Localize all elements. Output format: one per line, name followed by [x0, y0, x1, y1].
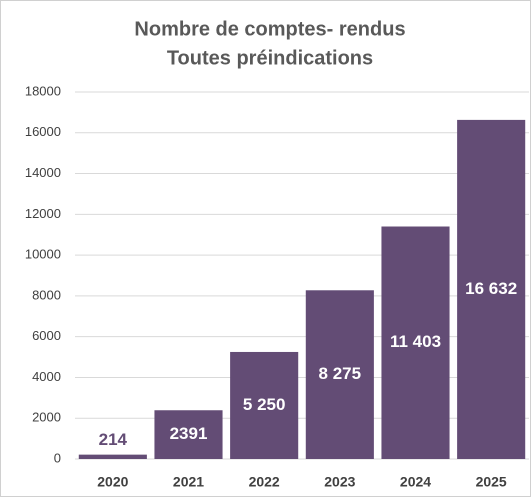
- bar: [154, 410, 223, 459]
- y-tick-label: 4000: [32, 369, 61, 384]
- chart-subtitle: Toutes préindications: [167, 47, 373, 69]
- x-tick-label: 2025: [476, 474, 507, 490]
- y-tick-label: 18000: [25, 83, 61, 98]
- chart-title: Nombre de comptes- rendus: [134, 18, 405, 40]
- data-label: 11 403: [390, 332, 441, 351]
- bar: [381, 226, 450, 459]
- x-tick-label: 2024: [400, 474, 431, 490]
- data-label: 8 275: [319, 364, 362, 383]
- bar: [457, 119, 526, 459]
- y-tick-label: 12000: [25, 206, 61, 221]
- y-tick-label: 0: [54, 450, 61, 465]
- x-tick-label: 2022: [249, 474, 280, 490]
- data-label: 16 632: [465, 279, 517, 298]
- x-tick-label: 2023: [324, 474, 355, 490]
- y-tick-label: 6000: [32, 328, 61, 343]
- bar: [230, 351, 299, 459]
- bar: [78, 454, 147, 459]
- y-tick-label: 2000: [32, 410, 61, 425]
- data-label: 5 250: [243, 395, 286, 414]
- bar: [305, 290, 374, 459]
- data-label: 214: [99, 430, 128, 449]
- x-tick-label: 2021: [173, 474, 204, 490]
- y-tick-label: 14000: [25, 165, 61, 180]
- y-tick-label: 10000: [25, 247, 61, 262]
- y-tick-label: 16000: [25, 124, 61, 139]
- data-label: 2391: [170, 424, 208, 443]
- y-tick-label: 8000: [32, 287, 61, 302]
- x-tick-label: 2020: [97, 474, 128, 490]
